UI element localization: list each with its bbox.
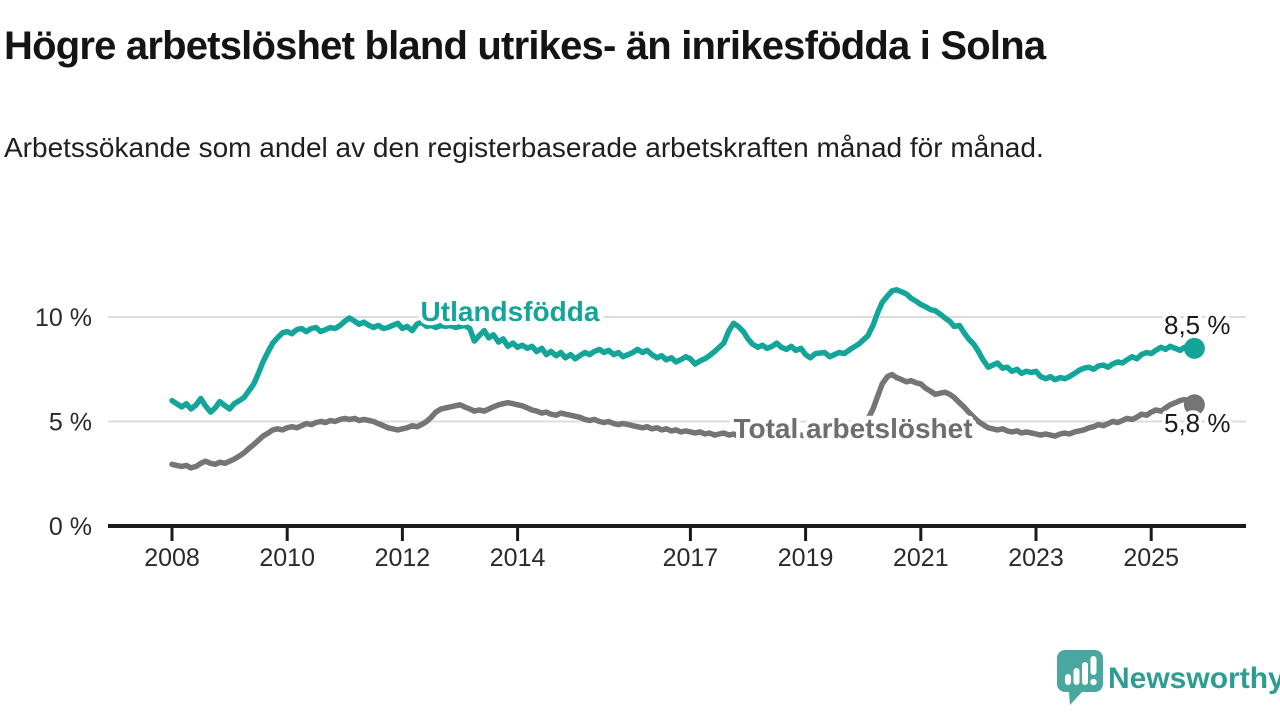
gridlines-layer	[108, 316, 1246, 423]
series-end-dot-1	[1183, 394, 1205, 416]
series-end-dot-0	[1183, 337, 1205, 359]
series-label-total-arbetsloshet: Total arbetslöshet	[733, 413, 972, 444]
x-tick-label-2017: 2017	[663, 544, 719, 572]
page-title: Högre arbetslöshet bland utrikes- än inr…	[4, 24, 1046, 68]
series-line-1	[169, 371, 1198, 471]
end-value-label-total-arbetsloshet: 5,8 %	[1164, 408, 1231, 438]
x-tick-label-2012: 2012	[375, 544, 431, 572]
x-tick-label-2010: 2010	[259, 544, 315, 572]
newsworthy-logo-text: Newsworthy	[1108, 662, 1280, 695]
x-tick-label-2023: 2023	[1008, 544, 1064, 572]
y-tick-label-10: 10 %	[35, 304, 92, 332]
series-layer	[169, 287, 1205, 471]
x-tick-label-2021: 2021	[893, 544, 949, 572]
x-tick-label-2025: 2025	[1123, 544, 1179, 572]
y-tick-label-5: 5 %	[49, 409, 92, 437]
x-tick-label-2019: 2019	[778, 544, 834, 572]
x-tick-label-2008: 2008	[144, 544, 200, 572]
newsworthy-logo-icon	[1057, 650, 1103, 705]
bar-chart-glyph	[1065, 656, 1097, 686]
y-tick-label-0: 0 %	[49, 513, 92, 541]
axis-ticks-layer: 0 % 5 % 10 % 2008 2010 2012 2014 2017 2019 2021 20…	[35, 304, 1179, 572]
end-value-label-utlandsfodda: 8,5 %	[1164, 310, 1231, 340]
series-line-0	[169, 287, 1198, 415]
x-tick-label-2014: 2014	[490, 544, 546, 572]
chart-subtitle: Arbetssökande som andel av den registerb…	[4, 132, 1044, 163]
series-label-utlandsfodda: Utlandsfödda	[421, 296, 600, 327]
